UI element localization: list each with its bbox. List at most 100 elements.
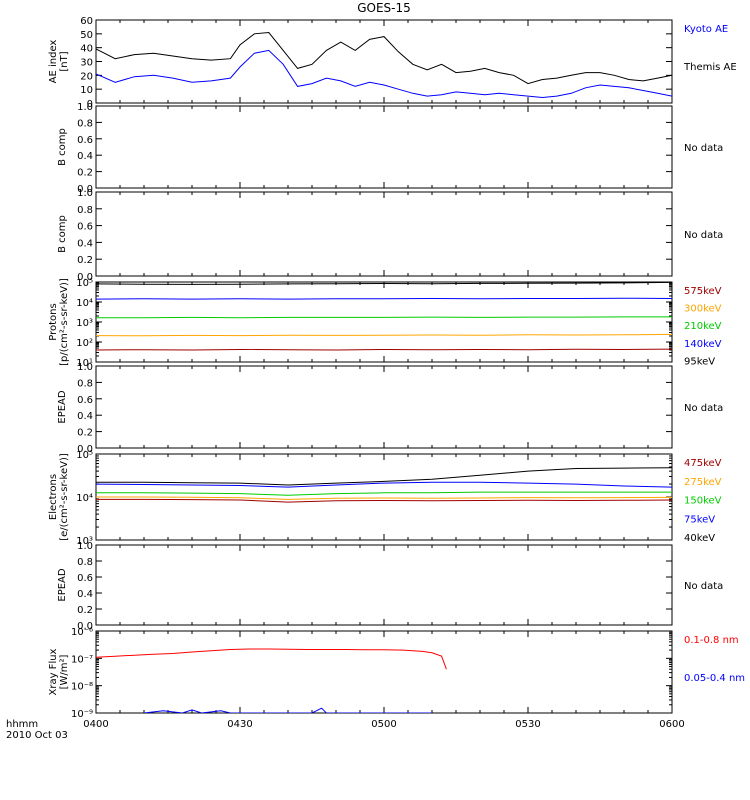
y-axis-label: AE index: [48, 40, 59, 84]
y-tick-label: 10⁴: [76, 493, 93, 504]
legend-entry: 210keV: [684, 321, 722, 332]
panel-protons: 10¹ 10² 10³ 10⁴ 10⁵ Protons [p/(cm²-s-sr-keV)]…: [48, 278, 722, 369]
y-tick-label: 10⁵: [76, 278, 93, 289]
series-line-475kev: [96, 498, 672, 503]
y-tick-label: 1.0: [77, 541, 93, 552]
y-tick-label: 0.6: [77, 222, 93, 233]
y-axis-label: [W/m²]: [59, 654, 70, 689]
legend-entry: 140keV: [684, 339, 722, 350]
y-tick-label: 0.0: [77, 184, 93, 195]
y-tick-label: 0: [87, 99, 93, 110]
y-tick-label: 10⁵: [76, 450, 93, 461]
y-tick-label: 60: [80, 16, 93, 27]
y-axis-label: EPEAD: [57, 390, 68, 424]
y-tick-label: 0.2: [77, 428, 93, 439]
y-tick-label: 10⁻⁹: [71, 709, 93, 720]
y-axis-label: [nT]: [59, 51, 70, 71]
x-tick-label: 0500: [371, 719, 396, 730]
legend-entry: Kyoto AE: [684, 24, 728, 35]
series-line-95kev: [96, 282, 672, 285]
x-tick-label: 0430: [227, 719, 252, 730]
series-line-0-05-0-4-nm: [143, 707, 432, 713]
y-tick-label: 20: [80, 71, 93, 82]
panel-frame: [95, 191, 673, 277]
y-axis-label: [e/(cm²-s-sr-keV)]: [59, 453, 70, 541]
series-line-themis-ae: [96, 31, 672, 85]
series-line-kyoto-ae: [96, 49, 672, 99]
y-axis-label: Protons: [48, 303, 59, 340]
time-axis: 0400 0430 0500 0530 0600: [83, 719, 684, 730]
y-tick-label: 10³: [76, 318, 93, 329]
series-line-210kev: [96, 316, 672, 319]
panel-frame: [95, 630, 673, 714]
y-tick-label: 0.2: [77, 255, 93, 266]
y-tick-label: 0.8: [77, 557, 93, 568]
y-tick-label: 10²: [76, 338, 93, 349]
series-line-40kev: [96, 467, 672, 486]
y-tick-label: 0.4: [77, 238, 93, 249]
legend-entry: 95keV: [684, 356, 715, 367]
no-data-note: No data: [684, 143, 723, 154]
y-tick-label: 1.0: [77, 188, 93, 199]
series-line-75kev: [96, 481, 672, 488]
panel-xray: 10⁻⁹ 10⁻⁸ 10⁻⁷ 10⁻⁶ Xray Flux [W/m²] 0.1-0.8 n…: [48, 627, 745, 720]
panel-b1: 0.0 0.2 0.4 0.6 0.8 1.0 B comp No data: [57, 102, 723, 195]
y-tick-label: 0.8: [77, 118, 93, 129]
y-tick-label: 10¹: [76, 358, 93, 369]
x-tick-label: 0400: [83, 719, 108, 730]
y-tick-label: 0.2: [77, 605, 93, 616]
legend-entry: 0.1-0.8 nm: [684, 635, 739, 646]
y-tick-label: 1.0: [77, 362, 93, 373]
series-line-575kev: [96, 348, 672, 351]
no-data-note: No data: [684, 403, 723, 414]
y-axis-label: Electrons: [48, 474, 59, 520]
y-tick-label: 0.6: [77, 135, 93, 146]
panel-b2: 0.0 0.2 0.4 0.6 0.8 1.0 B comp No data: [57, 188, 723, 283]
legend-entry: 75keV: [684, 514, 715, 525]
y-axis-label: [p/(cm²-s-sr-keV)]: [59, 278, 70, 366]
legend-entry: 475keV: [684, 458, 722, 469]
panel-frame: [95, 365, 673, 449]
y-tick-label: 0.2: [77, 168, 93, 179]
y-axis-label: B comp: [57, 215, 68, 253]
y-tick-label: 0.4: [77, 411, 93, 422]
panel-frame: [95, 105, 673, 189]
panel-frame: [95, 544, 673, 626]
y-tick-label: 0.0: [77, 272, 93, 283]
y-tick-label: 0.6: [77, 395, 93, 406]
y-axis-label: Xray Flux: [48, 648, 59, 695]
panels: 0 10 20 30 40 50 60 AE index [nT] Kyoto AE Themis …: [48, 16, 745, 720]
no-data-note: No data: [684, 230, 723, 241]
panel-epead2: 0.0 0.2 0.4 0.6 0.8 1.0 EPEAD No data: [57, 541, 723, 632]
y-tick-label: 10⁻⁶: [71, 627, 93, 638]
series-line-140kev: [96, 297, 672, 300]
panel-frame: [95, 19, 673, 104]
y-tick-label: 0.8: [77, 205, 93, 216]
series-line-300kev: [96, 333, 672, 337]
y-tick-label: 0.4: [77, 589, 93, 600]
figure-title: GOES-15: [357, 1, 411, 15]
y-tick-label: 0.0: [77, 621, 93, 632]
panel-ae: 0 10 20 30 40 50 60 AE index [nT] Kyoto AE Themis …: [48, 16, 737, 110]
y-tick-label: 50: [80, 30, 93, 41]
panel-epead1: 0.0 0.2 0.4 0.6 0.8 1.0 EPEAD No data: [57, 362, 723, 455]
no-data-note: No data: [684, 581, 723, 592]
y-tick-label: 1.0: [77, 102, 93, 113]
y-axis-label: EPEAD: [57, 568, 68, 602]
y-tick-label: 40: [80, 44, 93, 55]
y-tick-label: 10⁴: [76, 298, 93, 309]
legend-entry: 40keV: [684, 533, 715, 544]
legend-entry: 300keV: [684, 304, 722, 315]
y-tick-label: 10³: [76, 536, 93, 547]
y-tick-label: 0.0: [77, 444, 93, 455]
series-line-0-1-0-8-nm: [96, 648, 447, 670]
y-tick-label: 0.4: [77, 151, 93, 162]
x-tick-label: 0530: [515, 719, 540, 730]
y-tick-label: 0.8: [77, 378, 93, 389]
y-tick-label: 0.6: [77, 573, 93, 584]
time-unit-label: hhmm: [6, 719, 38, 730]
date-label: 2010 Oct 03: [6, 730, 68, 741]
series-line-275kev: [96, 496, 672, 500]
legend-entry: 575keV: [684, 286, 722, 297]
